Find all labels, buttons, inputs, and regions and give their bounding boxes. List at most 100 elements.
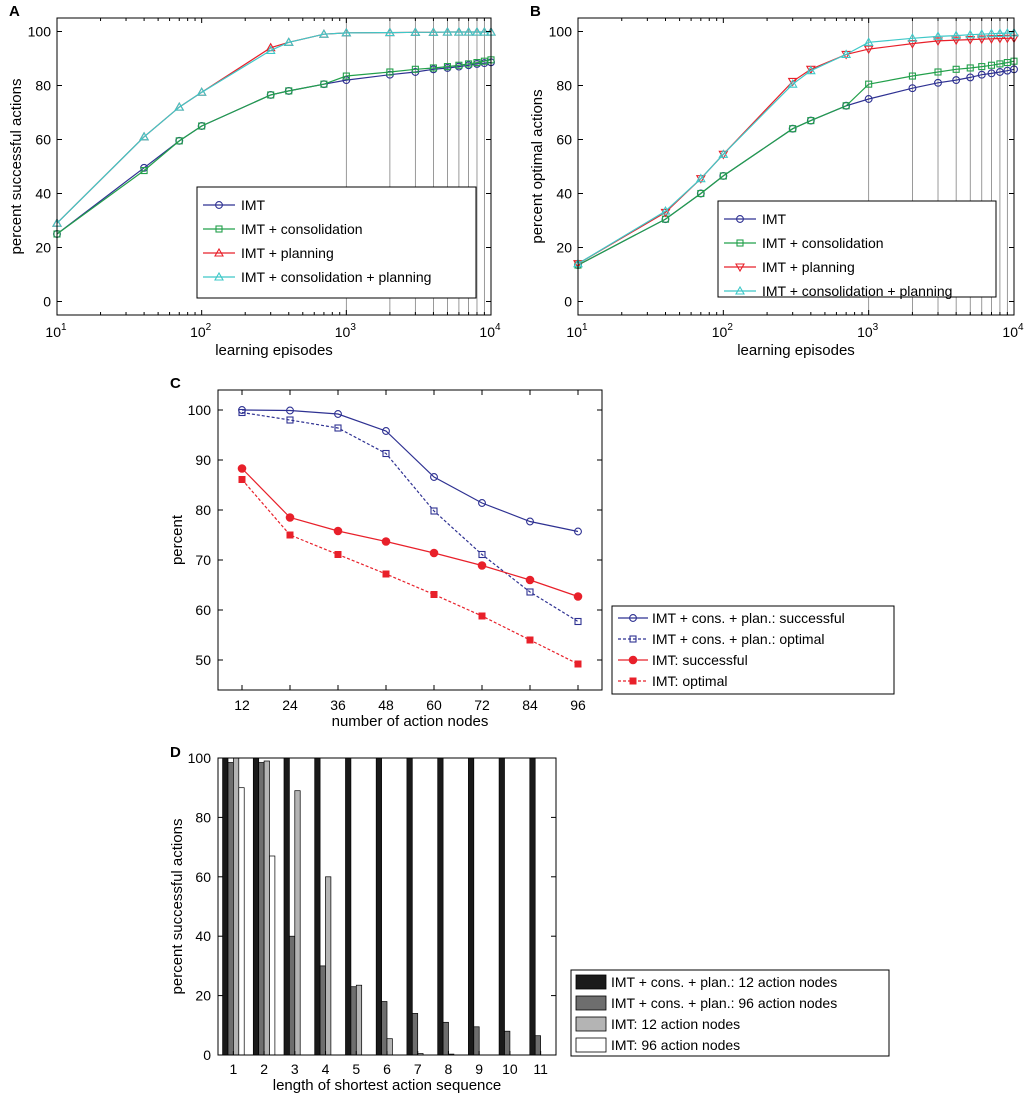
legend-swatch-imt-12-action-nodes <box>575 1016 607 1032</box>
bar-imt-cons-plan-96-action-nodes <box>381 1001 388 1056</box>
legend-marker-imt-consolidation <box>215 225 223 233</box>
y-tick-label: 80 <box>195 502 211 518</box>
data-point-imt-successful <box>525 575 535 585</box>
data-point-imt-consolidation <box>320 80 328 88</box>
x-tick-label: 7 <box>414 1061 422 1077</box>
bar-imt-cons-plan-96-action-nodes <box>227 762 234 1056</box>
legend-marker-imt-planning <box>214 247 224 257</box>
data-point-imt-consolidation <box>908 72 916 80</box>
data-point-imt-successful <box>381 537 391 546</box>
bar-imt-cons-plan-12-action-nodes <box>252 757 260 1056</box>
y-axis-label: percent successful actions <box>169 819 186 995</box>
bar-imt-cons-plan-96-action-nodes <box>258 762 265 1056</box>
y-tick-label: 100 <box>188 750 212 766</box>
data-point-imt-consolidation-planning <box>965 29 976 39</box>
panel-label: A <box>9 3 20 20</box>
bar-imt-cons-plan-12-action-nodes <box>222 757 229 1056</box>
data-point-imt-consolidation-planning <box>265 45 276 54</box>
x-tick-label: 24 <box>282 697 298 713</box>
x-tick-label: 96 <box>570 697 586 713</box>
data-point-imt <box>966 73 975 82</box>
series-line-imt-cons-plan-optimal <box>241 411 579 623</box>
legend-label: IMT + cons. + plan.: optimal <box>652 631 825 647</box>
x-tick-label: 1 <box>229 1061 237 1077</box>
x-tick-label: 84 <box>522 697 538 713</box>
data-point-imt-planning <box>863 45 874 55</box>
data-point-imt-consolidation-planning <box>695 173 706 183</box>
bar-imt-96-action-nodes <box>238 787 245 1056</box>
x-tick-label: 5 <box>352 1061 360 1077</box>
x-axis-label: learning episodes <box>215 342 333 359</box>
x-tick-label: 36 <box>330 697 346 713</box>
legend-label: IMT + consolidation + planning <box>241 269 431 285</box>
series-line-imt-optimal <box>241 479 579 665</box>
data-point-imt-successful <box>237 464 247 473</box>
data-point-imt-consolidation <box>480 57 488 65</box>
bar-imt-12-action-nodes <box>233 757 240 1056</box>
data-point-imt-consolidation-planning <box>933 31 943 40</box>
data-point-imt-consolidation <box>952 65 960 73</box>
bar-imt-cons-plan-12-action-nodes <box>529 757 536 1056</box>
legend-swatch-imt-cons-plan-12-action-nodes <box>575 974 607 990</box>
legend-marker-imt-consolidation-planning <box>214 271 224 281</box>
data-point-imt-optimal <box>478 612 486 620</box>
data-point-imt-consolidation <box>996 60 1004 68</box>
panel-label: D <box>170 744 181 761</box>
x-tick-label: 72 <box>474 697 490 713</box>
bar-imt-cons-plan-96-action-nodes <box>442 1021 449 1056</box>
data-point-imt-consolidation <box>386 68 394 76</box>
panel-label: B <box>530 3 541 20</box>
data-point-imt-consolidation-planning <box>805 65 816 75</box>
legend-label: IMT: 12 action nodes <box>611 1016 740 1032</box>
legend-label: IMT + planning <box>762 259 855 275</box>
x-tick-label: 101 <box>566 322 588 340</box>
y-tick-label: 0 <box>564 294 572 310</box>
data-point-imt-consolidation <box>807 117 815 125</box>
y-tick-label: 40 <box>556 186 572 202</box>
series-line-imt-successful <box>241 468 579 598</box>
data-point-imt-consolidation <box>1003 58 1011 67</box>
data-point-imt-planning <box>994 34 1005 44</box>
bar-imt-cons-plan-12-action-nodes <box>498 757 505 1056</box>
legend-label: IMT + planning <box>241 245 334 261</box>
legend-box <box>570 969 890 1057</box>
data-point-imt-consolidation <box>411 65 419 73</box>
y-tick-label: 40 <box>35 186 51 202</box>
y-axis-label: percent successful actions <box>8 79 25 255</box>
panel-b: 0 20 40 60 80 100 101 102 103 104 learning episode… <box>529 3 1024 359</box>
data-point-imt-optimal <box>382 570 390 578</box>
data-point-imt-consolidation <box>966 64 974 72</box>
panel-c: 50 60 70 80 90 100 12 24 36 48 60 72 84 96 number of a… <box>169 375 895 730</box>
x-tick-label: 102 <box>712 322 734 340</box>
data-point-imt-cons-plan-successful <box>286 406 294 415</box>
data-point-imt-consolidation <box>342 72 350 80</box>
data-point-imt <box>934 78 942 87</box>
data-point-imt-successful <box>285 513 295 522</box>
bar-imt-cons-plan-12-action-nodes <box>345 757 352 1056</box>
y-tick-label: 60 <box>195 869 211 885</box>
data-point-imt-successful <box>573 592 583 601</box>
bar-imt-cons-plan-12-action-nodes <box>468 757 475 1056</box>
y-tick-label: 0 <box>203 1047 211 1063</box>
data-point-imt-cons-plan-successful <box>382 427 390 435</box>
data-point-imt-optimal <box>238 476 246 483</box>
data-point-imt-cons-plan-optimal <box>286 416 294 424</box>
legend-marker-imt-consolidation <box>736 239 744 247</box>
legend-marker-imt-successful <box>628 655 638 665</box>
y-axis-label: percent optimal actions <box>529 89 546 243</box>
data-point-imt-consolidation-planning <box>660 205 671 215</box>
data-point-imt-cons-plan-successful <box>334 410 342 418</box>
legend-label: IMT + cons. + plan.: successful <box>652 610 845 626</box>
x-tick-label: 11 <box>533 1061 548 1077</box>
data-point-imt-cons-plan-optimal <box>382 449 390 458</box>
y-tick-label: 20 <box>35 240 51 256</box>
data-point-imt-planning <box>933 37 943 47</box>
y-tick-label: 20 <box>556 240 572 256</box>
data-point-imt-consolidation <box>267 91 275 99</box>
x-tick-label: 8 <box>445 1061 453 1077</box>
data-point-imt-optimal <box>430 591 438 598</box>
bar-imt-12-action-nodes <box>294 790 301 1056</box>
legend-label: IMT <box>762 211 787 227</box>
x-tick-label: 104 <box>1002 322 1024 340</box>
data-point-imt-consolidation <box>429 64 437 72</box>
